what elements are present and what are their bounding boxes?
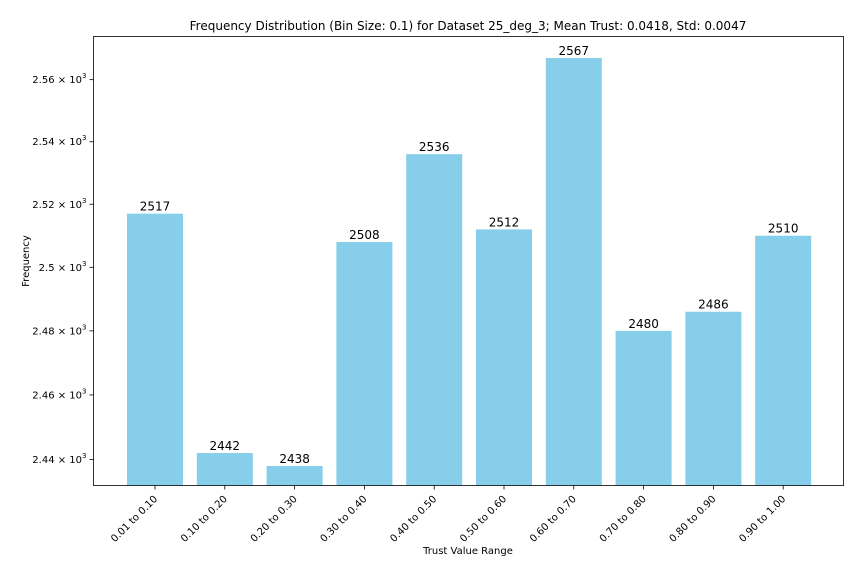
x-tick-label-9: 0.90 to 1.00 [737, 494, 788, 545]
x-axis-label: Trust Value Range [422, 546, 513, 557]
x-tick-label-1: 0.10 to 0.20 [179, 494, 230, 545]
data-label-6: 2567 [559, 44, 590, 58]
x-tick-label-8: 0.80 to 0.90 [668, 494, 719, 545]
bar-9 [755, 235, 812, 486]
x-axis: 0.01 to 0.10 0.10 to 0.20 0.20 to 0.30 0.30… [109, 485, 788, 545]
data-label-0: 2517 [140, 200, 171, 214]
data-label-8: 2486 [698, 298, 729, 312]
bar-0 [127, 213, 183, 486]
bar-6 [545, 58, 602, 486]
bar-8 [685, 311, 742, 486]
y-axis-label: Frequency [21, 235, 32, 287]
y-tick-label-0: 2.44 × 103 [32, 452, 86, 466]
data-label-5: 2512 [489, 215, 520, 229]
data-label-4: 2536 [419, 140, 450, 154]
data-label-7: 2480 [628, 317, 659, 331]
chart-title: Frequency Distribution (Bin Size: 0.1) f… [190, 19, 747, 33]
x-tick-label-4: 0.40 to 0.50 [388, 494, 439, 545]
x-tick-label-6: 0.60 to 0.70 [528, 494, 579, 545]
y-tick-label-5: 2.54 × 103 [32, 134, 86, 148]
data-label-1: 2442 [210, 439, 241, 453]
data-labels-group: 2517 2442 2438 2508 2536 2512 2567 2480 2486 2510 [140, 44, 799, 466]
bars-group [127, 58, 812, 486]
plot-frame [93, 36, 844, 486]
x-tick-label-0: 0.01 to 0.10 [109, 494, 160, 545]
x-tick-label-5: 0.50 to 0.60 [458, 494, 509, 545]
bar-2 [266, 466, 323, 486]
x-tick-label-3: 0.30 to 0.40 [319, 494, 370, 545]
bar-7 [615, 330, 672, 486]
bar-5 [476, 229, 532, 486]
y-tick-label-4: 2.52 × 103 [32, 197, 86, 211]
x-tick-label-7: 0.70 to 0.80 [598, 494, 649, 545]
y-tick-label-3: 2.5 × 103 [39, 260, 87, 274]
data-label-2: 2438 [279, 452, 310, 466]
y-tick-label-6: 2.56 × 103 [32, 72, 86, 86]
y-axis: 2.44 × 103 2.46 × 103 2.48 × 103 2.5 × 103 2… [32, 72, 94, 466]
bar-3 [336, 242, 393, 486]
x-tick-label-2: 0.20 to 0.30 [249, 494, 300, 545]
y-tick-label-1: 2.46 × 103 [32, 387, 86, 401]
data-label-9: 2510 [768, 222, 799, 236]
data-label-3: 2508 [349, 228, 380, 242]
y-tick-label-2: 2.48 × 103 [32, 323, 86, 337]
bar-1 [196, 453, 253, 486]
bar-4 [406, 154, 463, 486]
